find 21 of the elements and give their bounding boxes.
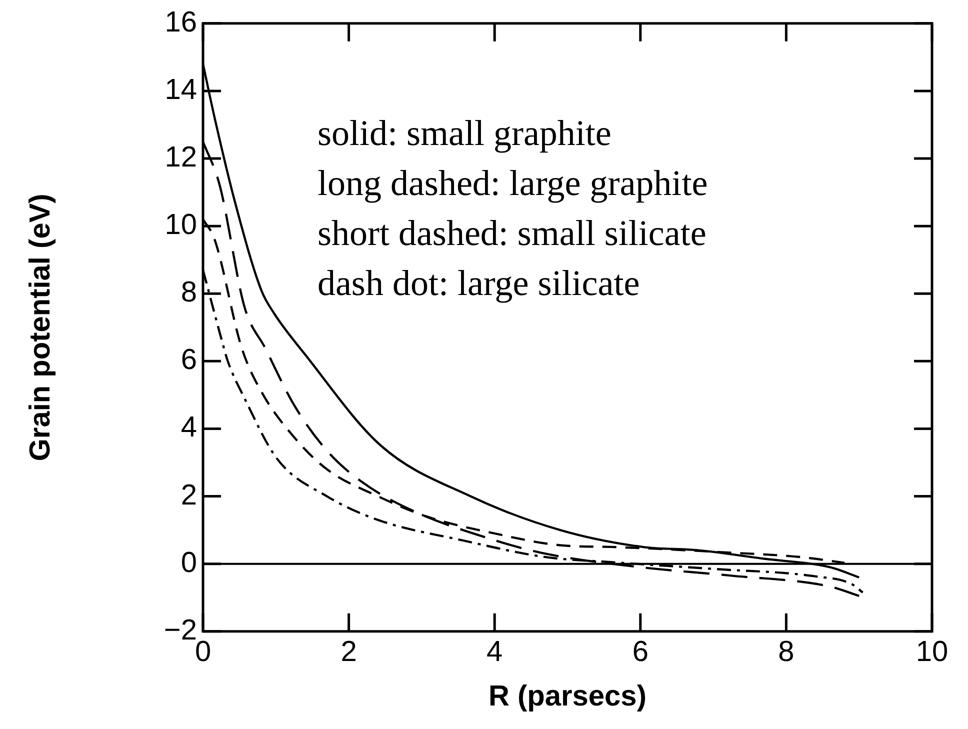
y-tick-label: 16 [164,6,197,38]
y-tick-label: 10 [164,209,197,242]
x-tick-label: 6 [632,636,648,668]
y-tick-label: −2 [164,614,197,646]
y-tick-label: 14 [164,74,197,106]
annotation: long dashed: large graphite [317,162,708,203]
x-tick-label: 10 [916,636,948,668]
y-tick-label: 12 [164,142,197,174]
y-tick-label: 2 [180,479,197,512]
y-axis-title: Grain potential (eV) [24,194,56,462]
x-tick-label: 2 [340,636,357,668]
y-tick-label: 4 [180,412,197,444]
annotation: solid: small graphite [317,112,612,153]
annotation: dash dot: large silicate [317,262,640,303]
y-tick-label: 6 [180,344,197,376]
annotation: short dashed: small silicate [317,212,706,253]
x-tick-label: 8 [778,636,794,668]
x-tick-label: 4 [486,636,503,668]
y-tick-label: 8 [180,276,197,309]
x-axis-title: R (parsecs) [488,680,646,713]
y-tick-label: 0 [180,546,197,579]
